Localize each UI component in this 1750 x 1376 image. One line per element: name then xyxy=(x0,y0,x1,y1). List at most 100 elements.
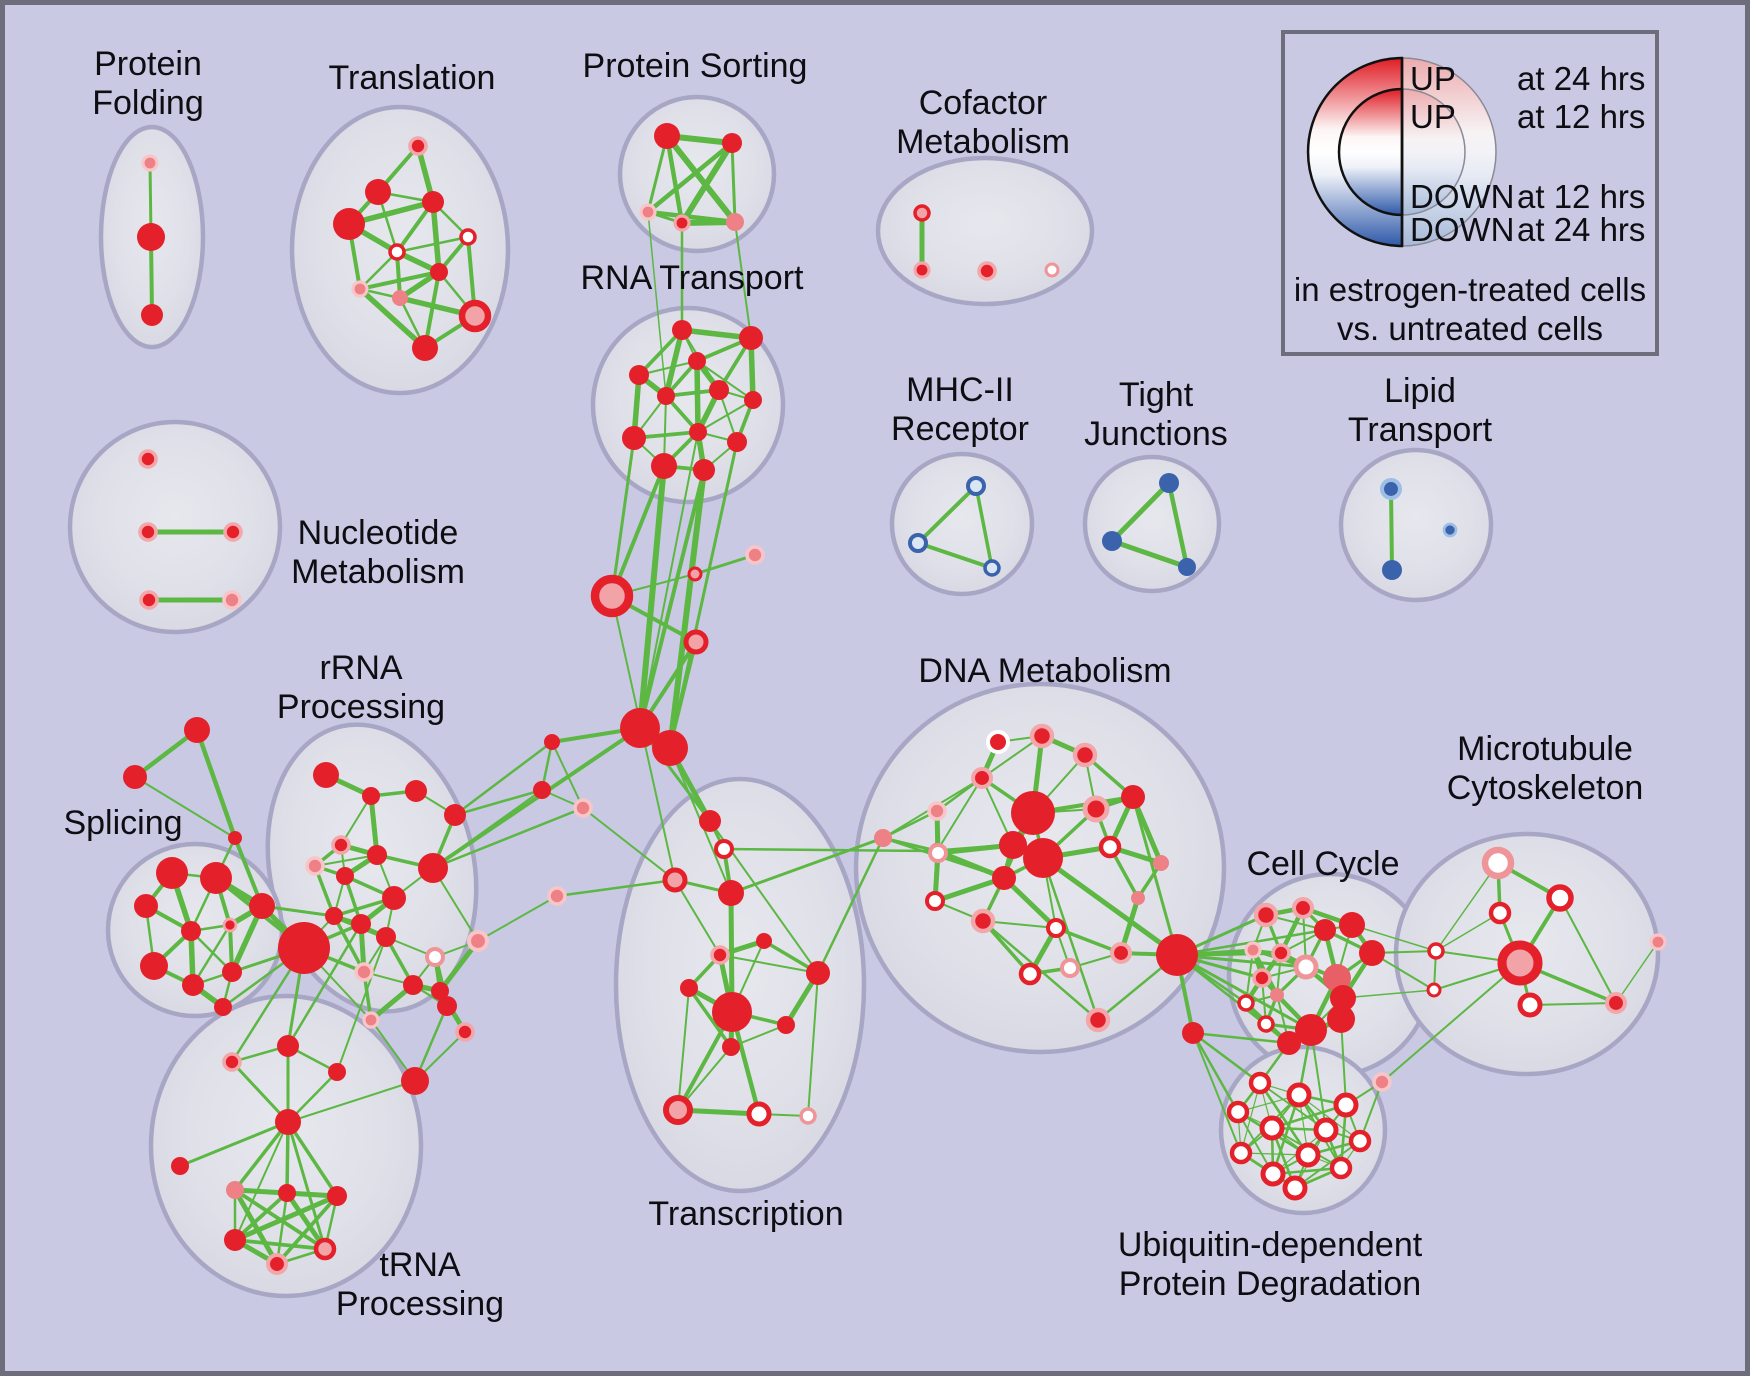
network-edge xyxy=(667,467,707,751)
network-node xyxy=(699,810,721,832)
network-edge xyxy=(1389,487,1394,572)
network-node xyxy=(913,261,931,279)
network-node xyxy=(654,123,680,149)
network-node xyxy=(425,947,445,967)
network-node xyxy=(1314,919,1336,941)
network-node xyxy=(693,459,715,481)
network-edge xyxy=(1294,1140,1361,1189)
network-edge xyxy=(1040,855,1180,958)
network-node xyxy=(228,831,242,845)
network-edge xyxy=(687,986,733,1049)
network-edge xyxy=(477,895,558,942)
network-edge xyxy=(637,328,684,377)
network-node xyxy=(1339,912,1365,938)
network-node xyxy=(1102,531,1122,551)
network-node xyxy=(278,1184,296,1202)
cluster-label-lipid-transport: Transport xyxy=(1348,411,1493,449)
network-node xyxy=(1497,940,1543,986)
network-node xyxy=(739,326,763,350)
network-node xyxy=(533,781,551,799)
cluster-label-tight-junctions: Junctions xyxy=(1084,415,1228,453)
legend-time-label: at 24 hrs xyxy=(1517,211,1645,248)
network-node xyxy=(1085,1007,1111,1033)
cluster-label-mhc-ii-receptor: Receptor xyxy=(891,410,1029,448)
network-node xyxy=(405,780,427,802)
network-node xyxy=(354,962,374,982)
network-node xyxy=(1291,896,1315,920)
network-node xyxy=(799,1107,817,1125)
network-node xyxy=(1121,785,1145,809)
network-edge xyxy=(1435,912,1501,952)
cluster-label-rrna-processing: rRNA xyxy=(319,649,402,687)
network-node xyxy=(1271,943,1291,963)
network-edge xyxy=(1109,480,1172,544)
network-node xyxy=(1327,1005,1355,1033)
network-node xyxy=(137,223,165,251)
network-node xyxy=(1604,991,1628,1015)
network-edge xyxy=(336,936,387,1073)
network-edge xyxy=(645,140,735,215)
network-edge xyxy=(1529,1002,1617,1006)
network-node xyxy=(1313,1117,1339,1143)
network-edge xyxy=(1615,941,1659,1004)
network-edge xyxy=(1175,953,1308,969)
network-node xyxy=(388,243,406,261)
network-node xyxy=(620,708,660,748)
network-edge xyxy=(610,464,666,598)
network-node xyxy=(1046,918,1066,938)
network-node xyxy=(1260,1161,1286,1187)
cluster-label-microtubule-cytoskeleton: Cytoskeleton xyxy=(1447,769,1644,807)
network-node xyxy=(156,857,188,889)
network-node xyxy=(336,867,354,885)
network-node xyxy=(431,982,449,1000)
network-edge xyxy=(286,1120,327,1251)
network-node xyxy=(925,891,945,911)
network-edge xyxy=(286,922,363,1048)
network-node xyxy=(672,320,692,340)
network-node xyxy=(1109,941,1133,965)
network-node xyxy=(680,979,698,997)
legend-glyph-inner-left-half xyxy=(1337,87,1404,217)
network-edge xyxy=(1310,1029,1327,1131)
network-node xyxy=(1382,560,1402,580)
network-edge xyxy=(1351,924,1437,952)
legend-time-label: at 24 hrs xyxy=(1517,60,1645,97)
network-node xyxy=(746,1101,772,1127)
network-node xyxy=(709,380,729,400)
network-node xyxy=(1427,942,1445,960)
network-node xyxy=(365,179,391,205)
network-node xyxy=(777,1016,795,1034)
network-node xyxy=(673,214,691,232)
legend-box xyxy=(1281,30,1659,356)
network-edge xyxy=(230,1060,290,1124)
network-node xyxy=(1379,477,1403,501)
network-edge xyxy=(1270,1103,1348,1130)
network-edge xyxy=(719,954,819,974)
network-node xyxy=(689,423,707,441)
cluster-label-trna-processing: tRNA xyxy=(379,1246,461,1284)
network-edge xyxy=(1191,1031,1240,1114)
network-edge xyxy=(674,879,721,956)
network-edge xyxy=(677,987,690,1111)
network-node xyxy=(362,1011,380,1029)
network-node xyxy=(710,945,730,965)
network-node xyxy=(430,263,448,281)
network-node xyxy=(351,914,371,934)
network-node xyxy=(1072,742,1098,768)
network-node xyxy=(1029,723,1055,749)
network-node xyxy=(1248,1071,1272,1095)
network-node xyxy=(756,933,772,949)
network-node xyxy=(325,907,343,925)
cluster-shape-lipid-transport xyxy=(1338,447,1494,603)
network-edge xyxy=(453,788,544,817)
network-edge xyxy=(275,1191,289,1266)
cluster-label-cell-cycle: Cell Cycle xyxy=(1246,845,1399,883)
legend-direction-label: UP xyxy=(1410,60,1456,97)
cluster-label-trna-processing: Processing xyxy=(336,1285,504,1323)
network-node xyxy=(327,1186,347,1206)
cluster-label-dna-metabolism: DNA Metabolism xyxy=(918,652,1171,690)
network-edge xyxy=(1131,795,1179,957)
network-node xyxy=(1229,1141,1253,1165)
network-node xyxy=(222,1052,242,1072)
